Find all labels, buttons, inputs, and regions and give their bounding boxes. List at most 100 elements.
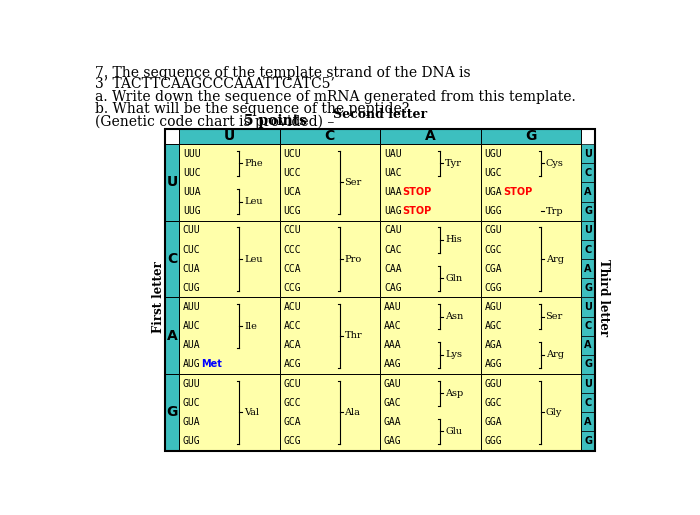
Text: UGA: UGA <box>484 187 502 197</box>
Bar <box>581 202 595 221</box>
Text: U: U <box>167 176 178 190</box>
Text: STOP: STOP <box>402 187 432 197</box>
Text: GUC: GUC <box>183 398 200 408</box>
Bar <box>481 221 581 298</box>
Bar <box>481 374 581 451</box>
Bar <box>165 374 179 451</box>
Text: G: G <box>584 283 592 293</box>
Text: C: C <box>584 245 592 254</box>
Text: CUG: CUG <box>183 283 200 293</box>
Bar <box>380 129 481 144</box>
Text: AAG: AAG <box>384 359 402 369</box>
Text: Cys: Cys <box>545 159 564 168</box>
Text: AUA: AUA <box>183 340 200 350</box>
Bar <box>581 336 595 355</box>
Text: Val: Val <box>244 408 259 417</box>
Text: ACA: ACA <box>284 340 301 350</box>
Text: CAA: CAA <box>384 264 402 273</box>
Text: UGG: UGG <box>484 206 502 216</box>
Text: UGC: UGC <box>484 168 502 178</box>
Text: Asn: Asn <box>445 312 463 321</box>
Text: Ser: Ser <box>344 178 362 187</box>
Text: U: U <box>223 129 235 144</box>
Bar <box>179 298 279 374</box>
Bar <box>581 240 595 259</box>
Text: CGU: CGU <box>484 226 502 235</box>
Text: a. Write down the sequence of mRNA generated from this template.: a. Write down the sequence of mRNA gener… <box>95 90 576 104</box>
Text: Ser: Ser <box>545 312 563 321</box>
Bar <box>179 221 279 298</box>
Text: CUA: CUA <box>183 264 200 273</box>
Text: UAC: UAC <box>384 168 402 178</box>
Text: AUU: AUU <box>183 302 200 312</box>
Text: 7. The sequence of the template strand of the DNA is: 7. The sequence of the template strand o… <box>95 65 471 80</box>
Text: G: G <box>584 359 592 369</box>
Text: CGA: CGA <box>484 264 502 273</box>
Text: STOP: STOP <box>402 206 432 216</box>
Text: GCU: GCU <box>284 379 301 389</box>
Text: A: A <box>167 329 177 342</box>
Bar <box>581 374 595 393</box>
Text: 5 points: 5 points <box>239 114 307 128</box>
Text: Lys: Lys <box>445 350 462 359</box>
Text: GUG: GUG <box>183 436 200 446</box>
Text: UUG: UUG <box>183 206 200 216</box>
Text: A: A <box>584 187 592 197</box>
Bar <box>179 144 279 221</box>
Text: UUU: UUU <box>183 149 200 159</box>
Text: GAC: GAC <box>384 398 402 408</box>
Bar <box>380 374 481 451</box>
Bar <box>581 259 595 278</box>
Text: First letter: First letter <box>153 262 165 333</box>
Text: U: U <box>584 302 592 312</box>
Text: GCC: GCC <box>284 398 301 408</box>
Bar <box>179 374 279 451</box>
Text: G: G <box>584 436 592 446</box>
Text: CAG: CAG <box>384 283 402 293</box>
Text: Third letter: Third letter <box>597 259 610 336</box>
Text: Leu: Leu <box>244 197 262 206</box>
Text: CCG: CCG <box>284 283 301 293</box>
Text: UCA: UCA <box>284 187 301 197</box>
Text: AUC: AUC <box>183 321 200 331</box>
Bar <box>581 355 595 374</box>
Text: GGG: GGG <box>484 436 502 446</box>
Text: ACG: ACG <box>284 359 301 369</box>
Text: GCG: GCG <box>284 436 301 446</box>
Text: G: G <box>584 206 592 216</box>
Text: C: C <box>584 168 592 178</box>
Text: C: C <box>325 129 335 144</box>
Text: AUG: AUG <box>183 359 200 369</box>
Text: Phe: Phe <box>244 159 262 168</box>
Text: Trp: Trp <box>545 207 564 216</box>
Bar <box>581 432 595 451</box>
Bar <box>279 221 380 298</box>
Bar <box>380 144 481 221</box>
Text: A: A <box>584 417 592 427</box>
Text: Gln: Gln <box>445 274 462 283</box>
Bar <box>179 129 279 144</box>
Bar <box>165 221 179 298</box>
Text: UAU: UAU <box>384 149 402 159</box>
Text: CAC: CAC <box>384 245 402 254</box>
Text: A: A <box>584 264 592 273</box>
Text: Met: Met <box>202 359 223 369</box>
Bar <box>279 144 380 221</box>
Bar <box>165 298 179 374</box>
Text: A: A <box>425 129 435 144</box>
Bar <box>581 393 595 413</box>
Text: GAA: GAA <box>384 417 402 427</box>
Text: UUA: UUA <box>183 187 200 197</box>
Text: UAG: UAG <box>384 206 402 216</box>
Text: CCU: CCU <box>284 226 301 235</box>
Text: Arg: Arg <box>545 350 564 359</box>
Text: UCC: UCC <box>284 168 301 178</box>
Bar <box>581 278 595 298</box>
Text: AAC: AAC <box>384 321 402 331</box>
Text: GCA: GCA <box>284 417 301 427</box>
Text: b. What will be the sequence of the peptide?: b. What will be the sequence of the pept… <box>95 102 409 116</box>
Bar <box>581 182 595 202</box>
Text: Ala: Ala <box>344 408 360 417</box>
Text: Tyr: Tyr <box>445 159 462 168</box>
Text: GAU: GAU <box>384 379 402 389</box>
